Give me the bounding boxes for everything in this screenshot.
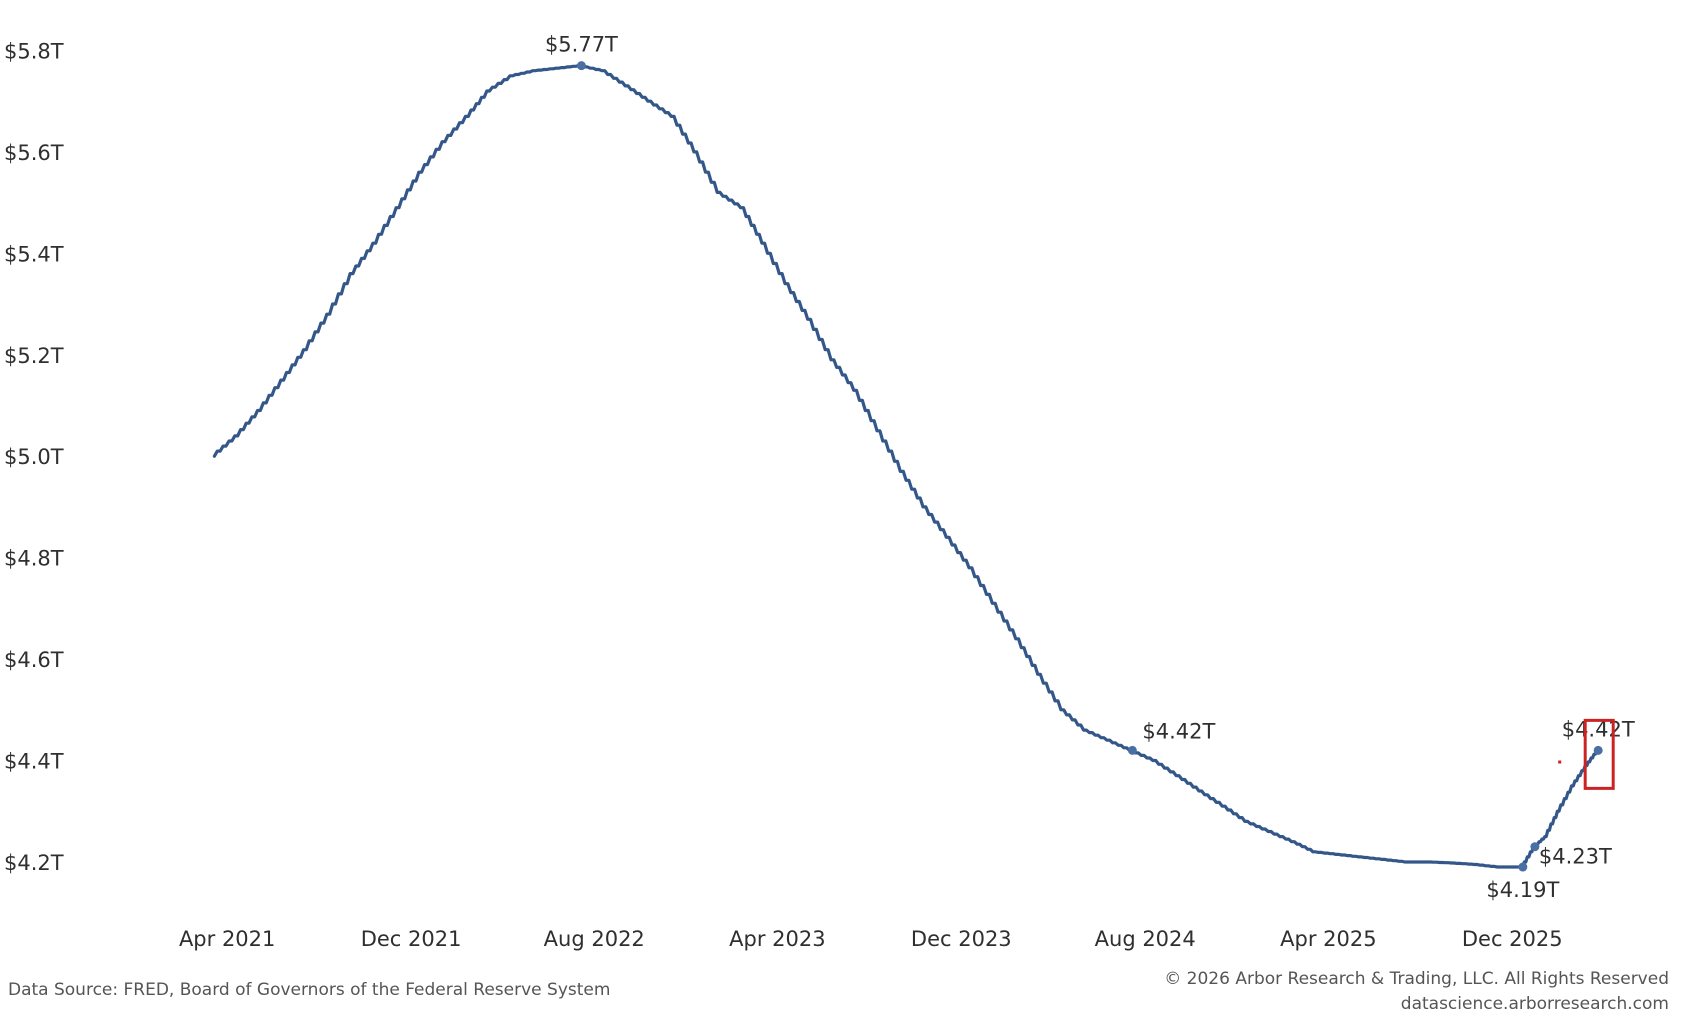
data-label: $5.77T xyxy=(545,33,618,57)
annotation-layer: $5.77T$4.42T$4.19T$4.23T$4.42T xyxy=(545,33,1635,902)
annotation-point xyxy=(576,61,586,71)
y-axis: $5.8T $5.6T $5.4T $5.2T $5.0T $4.8T $4.6T $4.4T… xyxy=(4,39,64,875)
data-label: $4.42T xyxy=(1142,719,1215,743)
y-tick-label: $4.2T xyxy=(4,851,64,875)
data-label: $4.23T xyxy=(1539,845,1612,869)
x-tick-label: Dec 2025 xyxy=(1462,927,1563,951)
data-label: $4.19T xyxy=(1486,878,1559,902)
website-text: datascience.arborresearch.com xyxy=(1400,994,1669,1014)
annotation-point xyxy=(1530,842,1540,852)
series-line xyxy=(212,63,1600,869)
highlight-marker xyxy=(1558,760,1562,764)
y-tick-label: $5.8T xyxy=(4,39,64,63)
x-axis: Apr 2021 Dec 2021 Aug 2022 Apr 2023 Dec 2023… xyxy=(179,927,1563,951)
annotation-point xyxy=(1518,862,1528,872)
copyright-block: © 2026 Arbor Research & Trading, LLC. Al… xyxy=(1164,967,1669,1017)
y-tick-label: $4.6T xyxy=(4,648,64,672)
y-tick-label: $5.0T xyxy=(4,445,64,469)
y-tick-label: $5.2T xyxy=(4,344,64,368)
y-tick-label: $4.4T xyxy=(4,750,64,774)
annotation-point xyxy=(1593,745,1603,755)
y-tick-label: $5.6T xyxy=(4,141,64,165)
series-layer xyxy=(212,63,1600,869)
y-tick-label: $4.8T xyxy=(4,547,64,571)
x-tick-label: Apr 2021 xyxy=(179,927,275,951)
highlight-box xyxy=(1583,718,1615,790)
x-tick-label: Aug 2022 xyxy=(544,927,645,951)
copyright-text: © 2026 Arbor Research & Trading, LLC. Al… xyxy=(1164,969,1669,989)
annotation-point xyxy=(1127,745,1137,755)
x-tick-label: Aug 2024 xyxy=(1095,927,1196,951)
data-source-note: Data Source: FRED, Board of Governors of… xyxy=(8,980,611,1000)
x-tick-label: Apr 2025 xyxy=(1280,927,1376,951)
x-tick-label: Dec 2021 xyxy=(361,927,462,951)
y-tick-label: $5.4T xyxy=(4,242,64,266)
line-chart: $5.8T $5.6T $5.4T $5.2T $5.0T $4.8T $4.6T $4.4T… xyxy=(4,33,1635,951)
x-tick-label: Apr 2023 xyxy=(729,927,825,951)
x-tick-label: Dec 2023 xyxy=(911,927,1012,951)
